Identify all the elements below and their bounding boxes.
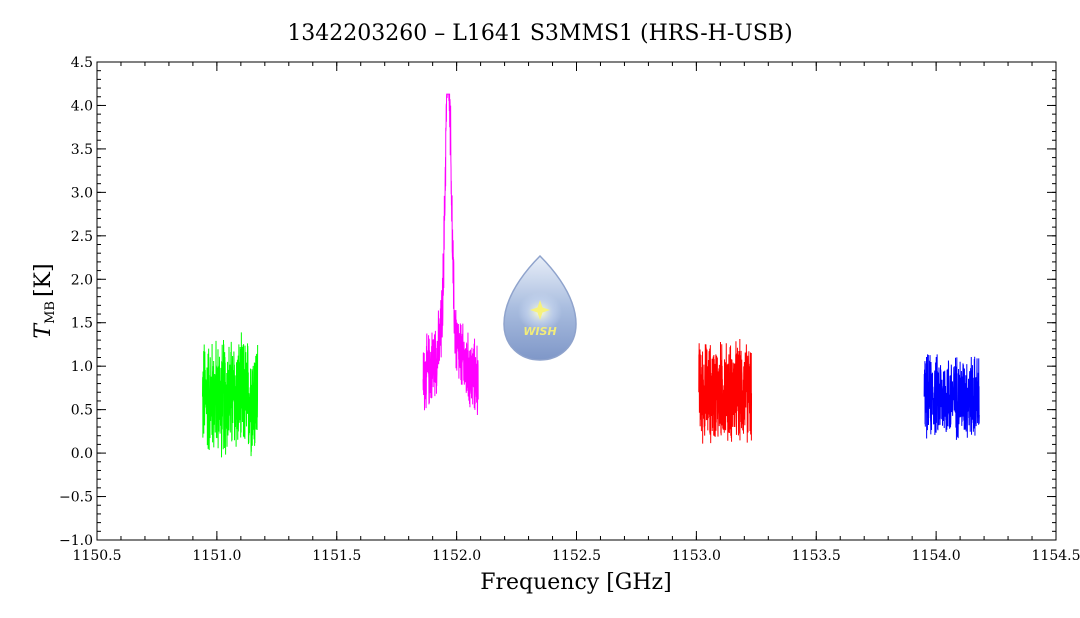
y-axis-label-sub: MB — [43, 301, 58, 324]
y-axis-label: TMB [K] — [31, 263, 58, 338]
y-tick-label: 0.5 — [71, 403, 93, 419]
x-tick-label: 1154.0 — [912, 548, 961, 564]
x-tick-label: 1154.5 — [1032, 548, 1080, 564]
x-tick-label: 1152.5 — [552, 548, 601, 564]
star-icon — [530, 300, 550, 320]
series-line-4 — [923, 354, 980, 440]
plot-frame — [96, 61, 1057, 541]
y-tick-label: 0.0 — [71, 446, 93, 462]
y-tick-label: 1.5 — [71, 316, 93, 332]
x-axis-label: Frequency [GHz] — [480, 570, 672, 595]
y-tick-label: 2.0 — [71, 272, 93, 288]
y-tick-label: 2.5 — [71, 229, 93, 245]
logo-text: WISH — [523, 325, 556, 338]
wish-logo: WISH — [503, 254, 577, 361]
series-line-2 — [422, 93, 479, 416]
y-tick-labels: −1.0 −0.5 0.0 0.5 1.0 1.5 2.0 2.5 3.0 3.5 4.0 4.5 — [59, 55, 93, 549]
series-layer — [201, 93, 980, 458]
y-tick-label: 1.0 — [71, 359, 93, 375]
chart-title: 1342203260 – L1641 S3MMS1 (HRS-H-USB) — [287, 21, 792, 46]
y-tick-label: 4.0 — [71, 98, 93, 114]
plot-area: WISH — [96, 61, 1057, 541]
svg-text:TMB[K]: TMB [K] — [31, 263, 58, 338]
y-axis-label-unit: [K] — [31, 263, 56, 297]
y-tick-label: 4.5 — [71, 55, 93, 71]
x-tick-label: 1151.0 — [192, 548, 241, 564]
x-tick-label: 1152.0 — [432, 548, 481, 564]
x-tick-label: 1153.5 — [792, 548, 841, 564]
y-tick-label: 3.0 — [71, 185, 93, 201]
x-tick-label: 1150.5 — [73, 548, 122, 564]
x-tick-label: 1153.0 — [672, 548, 721, 564]
x-tick-labels: 1150.5 1151.0 1151.5 1152.0 1152.5 1153.0 1153… — [73, 548, 1080, 564]
y-tick-label: −1.0 — [59, 533, 93, 549]
series-line-1 — [201, 332, 259, 458]
axis-ticks — [96, 61, 1057, 541]
y-axis-label-main: T — [31, 322, 56, 339]
y-tick-label: 3.5 — [71, 142, 93, 158]
y-tick-label: −0.5 — [59, 490, 93, 506]
series-line-3 — [698, 339, 753, 444]
x-tick-label: 1151.5 — [312, 548, 361, 564]
